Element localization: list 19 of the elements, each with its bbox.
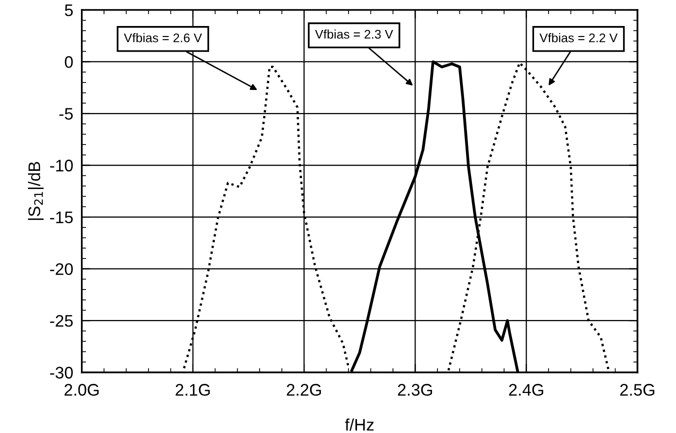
- x-tick-label: 2.0G: [64, 384, 99, 396]
- y-tick-label: -20: [50, 263, 73, 276]
- annotation: Vfbias = 2.6 V: [124, 33, 202, 42]
- annotation: Vfbias = 2.2 V: [540, 33, 618, 42]
- y-axis-title: |S$_{21}$|/dB: [28, 162, 44, 220]
- y-tick-label: -10: [50, 160, 73, 172]
- x-tick-label: 2.3G: [398, 384, 432, 396]
- y-tick-label: 0: [64, 56, 73, 68]
- y-tick-label: -25: [50, 315, 73, 327]
- x-tick-label: 2.5G: [620, 384, 654, 396]
- y-tick-label: -30: [50, 366, 73, 379]
- y-tick-label: -15: [50, 212, 73, 224]
- annotation: Vfbias = 2.3 V: [315, 30, 394, 39]
- x-tick-label: 2.4G: [509, 384, 544, 396]
- x-tick-label: 2.2G: [286, 384, 321, 396]
- y-tick-label: 5: [64, 4, 73, 16]
- x-axis-title: f/Hz: [345, 418, 374, 431]
- y-tick-label: -5: [59, 108, 73, 120]
- x-tick-label: 2.1G: [176, 384, 210, 396]
